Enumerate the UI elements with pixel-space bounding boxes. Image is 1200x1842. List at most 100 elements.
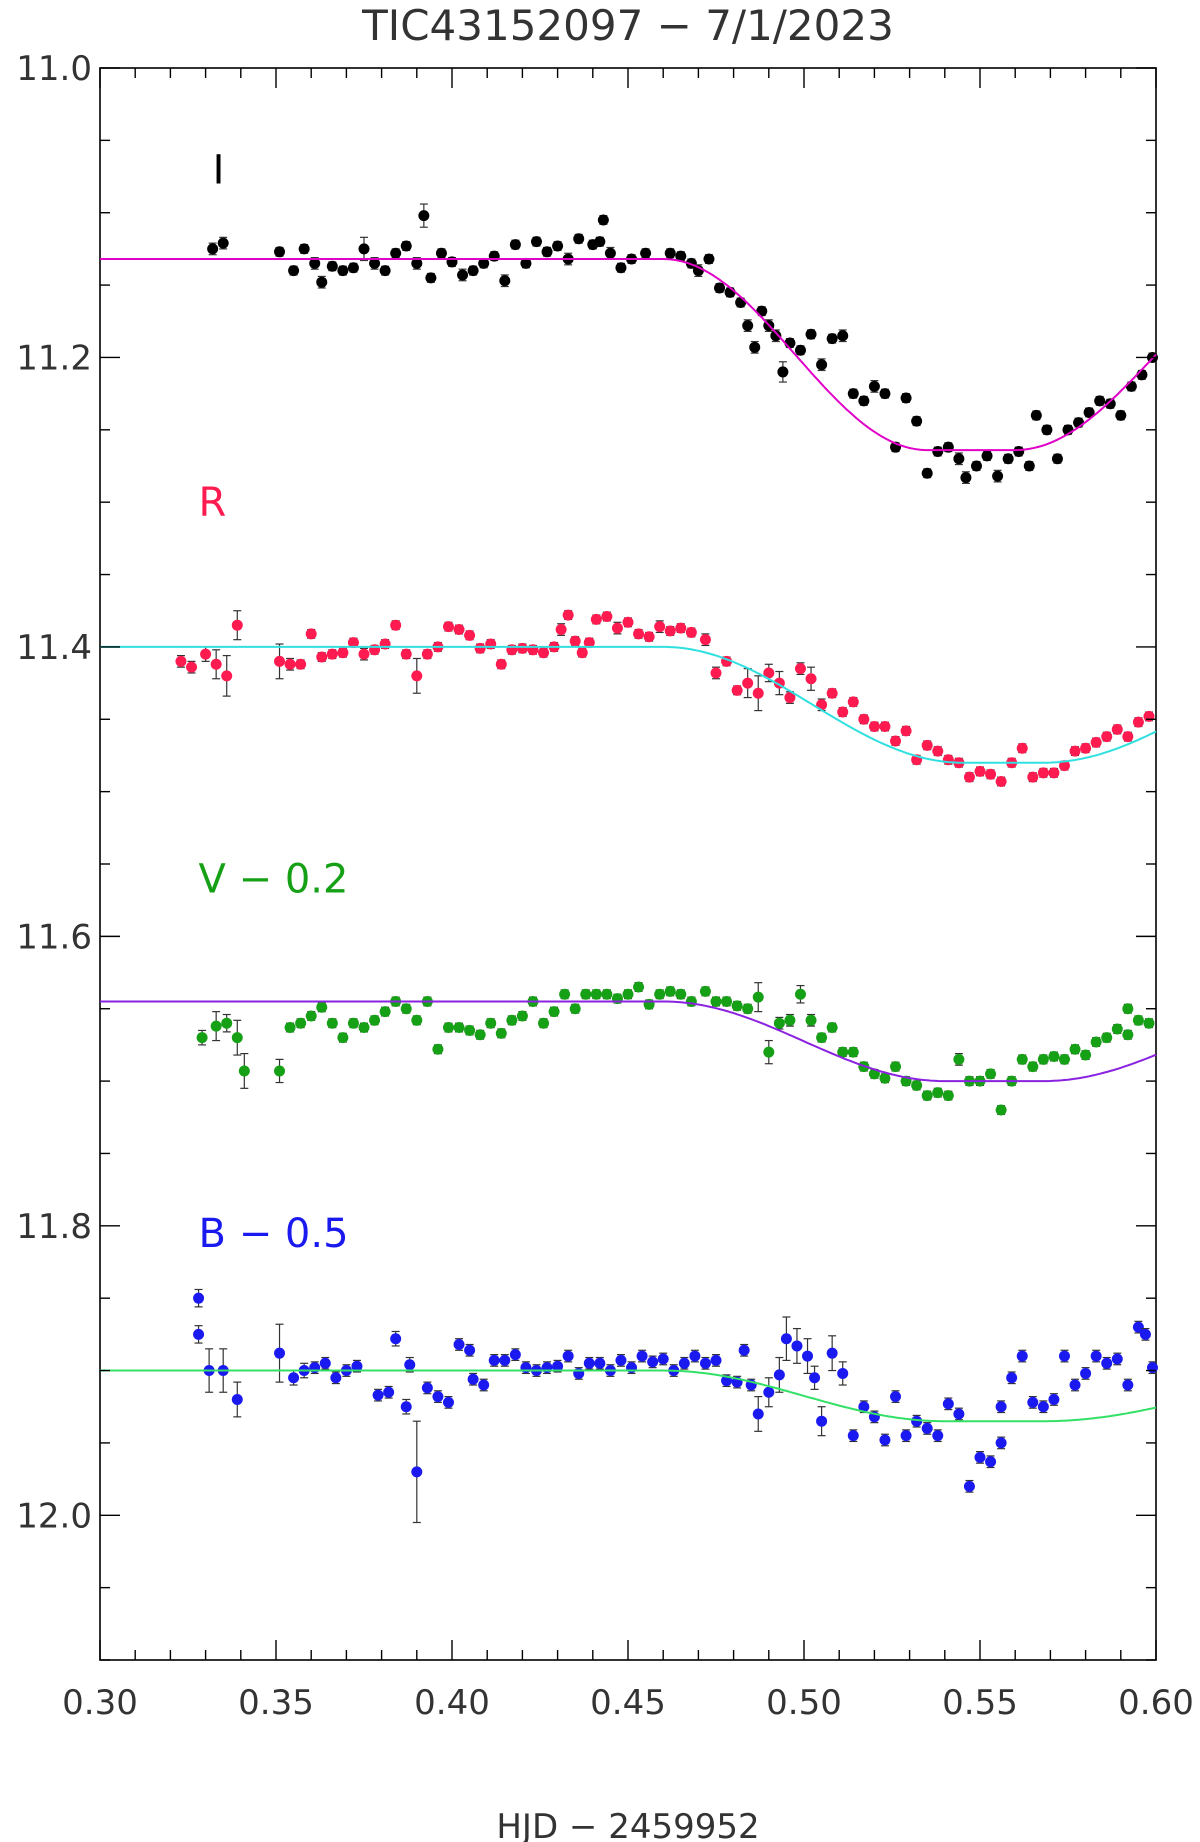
data-point [1080,742,1092,754]
data-point [298,243,310,255]
data-point [654,988,666,1000]
data-point [284,1022,296,1034]
y-tick-label: 11.8 [16,1207,92,1247]
data-point [288,1372,300,1384]
data-point [615,262,627,274]
data-point [274,655,286,667]
data-point [640,247,652,259]
data-point [520,257,532,269]
data-point [594,1357,606,1369]
data-point [295,658,307,670]
x-tick-label: 0.55 [942,1683,1018,1723]
data-point [664,247,676,259]
band-label: R [199,480,227,526]
data-point [1013,446,1025,458]
data-point [752,1408,764,1420]
data-point [1016,742,1028,754]
band-label: I [213,147,225,193]
data-point [326,648,338,660]
data-point [421,1382,433,1394]
data-point [794,344,806,356]
data-point [418,210,430,222]
data-point [953,453,965,465]
data-point [710,667,722,679]
series-3 [100,1288,1158,1524]
data-point [921,1422,933,1434]
data-point [1122,1003,1134,1015]
data-point [562,1350,574,1362]
data-point [742,1003,754,1015]
data-point [816,1032,828,1044]
data-point [900,1430,912,1442]
series-0 [100,203,1158,484]
data-point [794,988,806,1000]
data-point [816,359,828,371]
data-point [942,1090,954,1102]
data-point [826,687,838,699]
data-point [467,1373,479,1385]
data-point [879,1434,891,1446]
data-point [474,1029,486,1041]
data-point [847,388,859,400]
data-point [274,246,286,258]
data-point [932,1087,944,1099]
data-point [221,670,233,682]
fit-curve [100,258,1157,452]
data-point [735,296,747,308]
data-point [636,1350,648,1362]
data-point [200,648,212,660]
data-point [555,624,567,636]
data-point [921,739,933,751]
x-tick-label: 0.40 [414,1683,490,1723]
plot-area: I R V − 0.2 B − 0.5 0.30 0.35 0.40 0.45 0.50 0.5… [16,49,1194,1723]
data-point [562,609,574,621]
data-point [411,1466,423,1478]
data-point [868,721,880,733]
data-point [675,250,687,262]
data-point [721,995,733,1007]
data-point [390,247,402,259]
data-point [347,637,359,649]
series-layer [100,203,1158,1524]
data-point [274,1065,286,1077]
data-point [309,257,321,269]
data-point [538,647,550,659]
data-point [411,670,423,682]
data-point [685,626,697,638]
data-point [974,765,986,777]
data-point [963,771,975,783]
data-point [714,282,726,294]
data-point [1027,1396,1039,1408]
data-point [358,648,370,660]
data-point [1027,1061,1039,1073]
data-point [932,1430,944,1442]
data-point [390,619,402,631]
data-point [453,1022,465,1034]
chart-title: TIC43152097 − 7/1/2023 [361,1,894,50]
data-point [509,1349,521,1361]
data-point [337,265,349,277]
data-point [921,1090,933,1102]
data-point [752,991,764,1003]
data-point [970,460,982,472]
data-point [791,1340,803,1352]
data-point [400,648,412,660]
data-point [509,239,521,251]
data-point [879,1072,891,1084]
data-point [358,1022,370,1034]
data-point [1069,1043,1081,1055]
data-point [474,642,486,654]
data-point [478,1379,490,1391]
x-tick-label: 0.45 [590,1683,666,1723]
data-point [326,260,338,272]
fit-curve [100,1000,1157,1083]
data-point [985,1068,997,1080]
data-point [221,1017,233,1029]
data-point [710,1354,722,1366]
data-point [738,1344,750,1356]
band-labels: I R V − 0.2 B − 0.5 [199,147,349,1257]
data-point [932,446,944,458]
data-point [552,240,564,252]
series-1 [100,609,1157,788]
data-point [981,450,993,462]
